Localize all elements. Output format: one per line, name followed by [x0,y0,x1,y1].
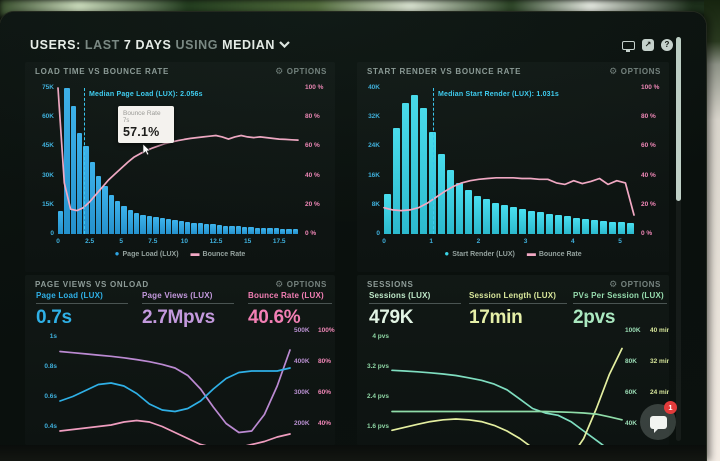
title-using: USING [175,38,219,52]
legend[interactable]: ● Page Load (LUX) ▬ Bounce Rate [114,248,246,258]
help-icon[interactable]: ? [661,39,673,51]
metric-underline [248,303,332,304]
median-label: Median Page Load (LUX): 2.056s [89,91,203,98]
scrollbar-track[interactable] [676,37,681,441]
chat-bubble-icon [649,415,667,433]
metric-underline [573,303,667,304]
mouse-cursor-icon [142,144,151,156]
share-icon[interactable]: ↗ [642,39,654,51]
dashboard-screen: USERS: LAST 7 DAYS USING MEDIAN ↗ ? LOAD TIM… [0,12,706,461]
panel-title: LOAD TIME VS BOUNCE RATE [35,67,169,76]
chart-load-time[interactable]: Median Page Load (LUX): 2.056s Bounce Ra… [57,87,299,234]
monitor-bezel [0,445,706,461]
median-line [84,88,85,234]
metric-value: 2pvs [573,307,616,328]
legend-dash-icon: ▬ [190,248,200,258]
metric-underline [469,303,567,304]
metric-sessions[interactable]: Sessions (LUX) 479K [369,291,461,329]
legend[interactable]: ● Start Render (LUX) ▬ Bounce Rate [444,248,582,258]
median-label: Median Start Render (LUX): 1.031s [438,91,559,98]
median-line [433,88,434,234]
monitor: USERS: LAST 7 DAYS USING MEDIAN ↗ ? LOAD TIM… [0,12,706,461]
metric-value: 17min [469,307,523,328]
gear-icon: ⚙ [275,66,284,76]
page-load-line [59,367,291,413]
metric-session-length[interactable]: Session Length (LUX) 17min [469,291,567,329]
metric-value: 479K [369,307,414,328]
tooltip-x: 7s [123,118,130,124]
panel-start-render: START RENDER VS BOUNCE RATE ⚙ OPTIONS 40K… [357,62,669,272]
pvs-per-session-line [391,410,623,421]
metric-bounce-rate[interactable]: Bounce Rate (LUX) 40.6% [248,291,332,329]
tooltip-value: 57.1% [123,125,160,139]
metric-label: Sessions (LUX) [369,291,431,300]
chevron-down-icon [279,37,290,51]
options-button[interactable]: ⚙ OPTIONS [275,66,327,77]
gear-icon: ⚙ [609,66,618,76]
gear-icon: ⚙ [609,279,618,289]
panel-title: PAGE VIEWS VS ONLOAD [35,280,149,289]
metric-label: Session Length (LUX) [469,291,557,300]
title-median: MEDIAN [222,38,275,52]
options-button[interactable]: ⚙ OPTIONS [609,279,661,290]
dashboard-title-dropdown[interactable]: USERS: LAST 7 DAYS USING MEDIAN [30,37,294,52]
display-icon[interactable] [622,40,635,52]
legend-dash-icon: ▬ [526,248,536,258]
metric-label: Page Load (LUX) [36,291,104,300]
options-button[interactable]: ⚙ OPTIONS [275,279,327,290]
scrollbar-thumb[interactable] [676,37,681,201]
chart-start-render[interactable]: Median Start Render (LUX): 1.031s [383,88,635,234]
metric-underline [369,303,461,304]
title-last: LAST [84,38,120,52]
legend-dot-icon: ● [444,248,450,258]
metric-value: 0.7s [36,307,72,328]
chart-sessions[interactable] [391,337,623,445]
title-days: 7 DAYS [123,38,172,52]
session-length-line [391,347,623,445]
panel-title: SESSIONS [367,280,414,289]
metric-label: PVs Per Session (LUX) [573,291,664,300]
metric-label: Page Views (LUX) [142,291,213,300]
metric-label: Bounce Rate (LUX) [248,291,324,300]
metric-page-load[interactable]: Page Load (LUX) 0.7s [36,291,128,329]
options-button[interactable]: ⚙ OPTIONS [609,66,661,77]
tooltip: Bounce Rate 7s 57.1% [118,106,174,143]
metric-underline [36,303,128,304]
tooltip-series: Bounce Rate [123,110,161,117]
panel-title: START RENDER VS BOUNCE RATE [367,67,522,76]
panel-page-views: PAGE VIEWS VS ONLOAD ⚙ OPTIONS Page Load … [25,275,335,445]
metric-page-views[interactable]: Page Views (LUX) 2.7Mpvs [142,291,234,329]
page-views-line [59,349,291,434]
bounce-rate-line [59,419,291,445]
metric-underline [142,303,234,304]
histogram-page-load [58,88,299,234]
histogram-start-render [384,88,635,234]
notification-badge: 1 [664,401,677,414]
panel-sessions: SESSIONS ⚙ OPTIONS Sessions (LUX) 479K Se… [357,275,669,445]
metric-value: 2.7Mpvs [142,307,215,328]
legend-dot-icon: ● [114,248,120,258]
metric-pvs-per-session[interactable]: PVs Per Session (LUX) 2pvs [573,291,667,329]
title-users: USERS: [30,38,81,52]
gear-icon: ⚙ [275,279,284,289]
panel-load-time: LOAD TIME VS BOUNCE RATE ⚙ OPTIONS 75K 60K… [25,62,335,272]
metric-value: 40.6% [248,307,301,328]
chart-page-views[interactable] [59,337,291,445]
sessions-line [391,369,605,445]
background-wall [704,0,720,461]
chat-widget-button[interactable]: 1 [640,401,677,440]
